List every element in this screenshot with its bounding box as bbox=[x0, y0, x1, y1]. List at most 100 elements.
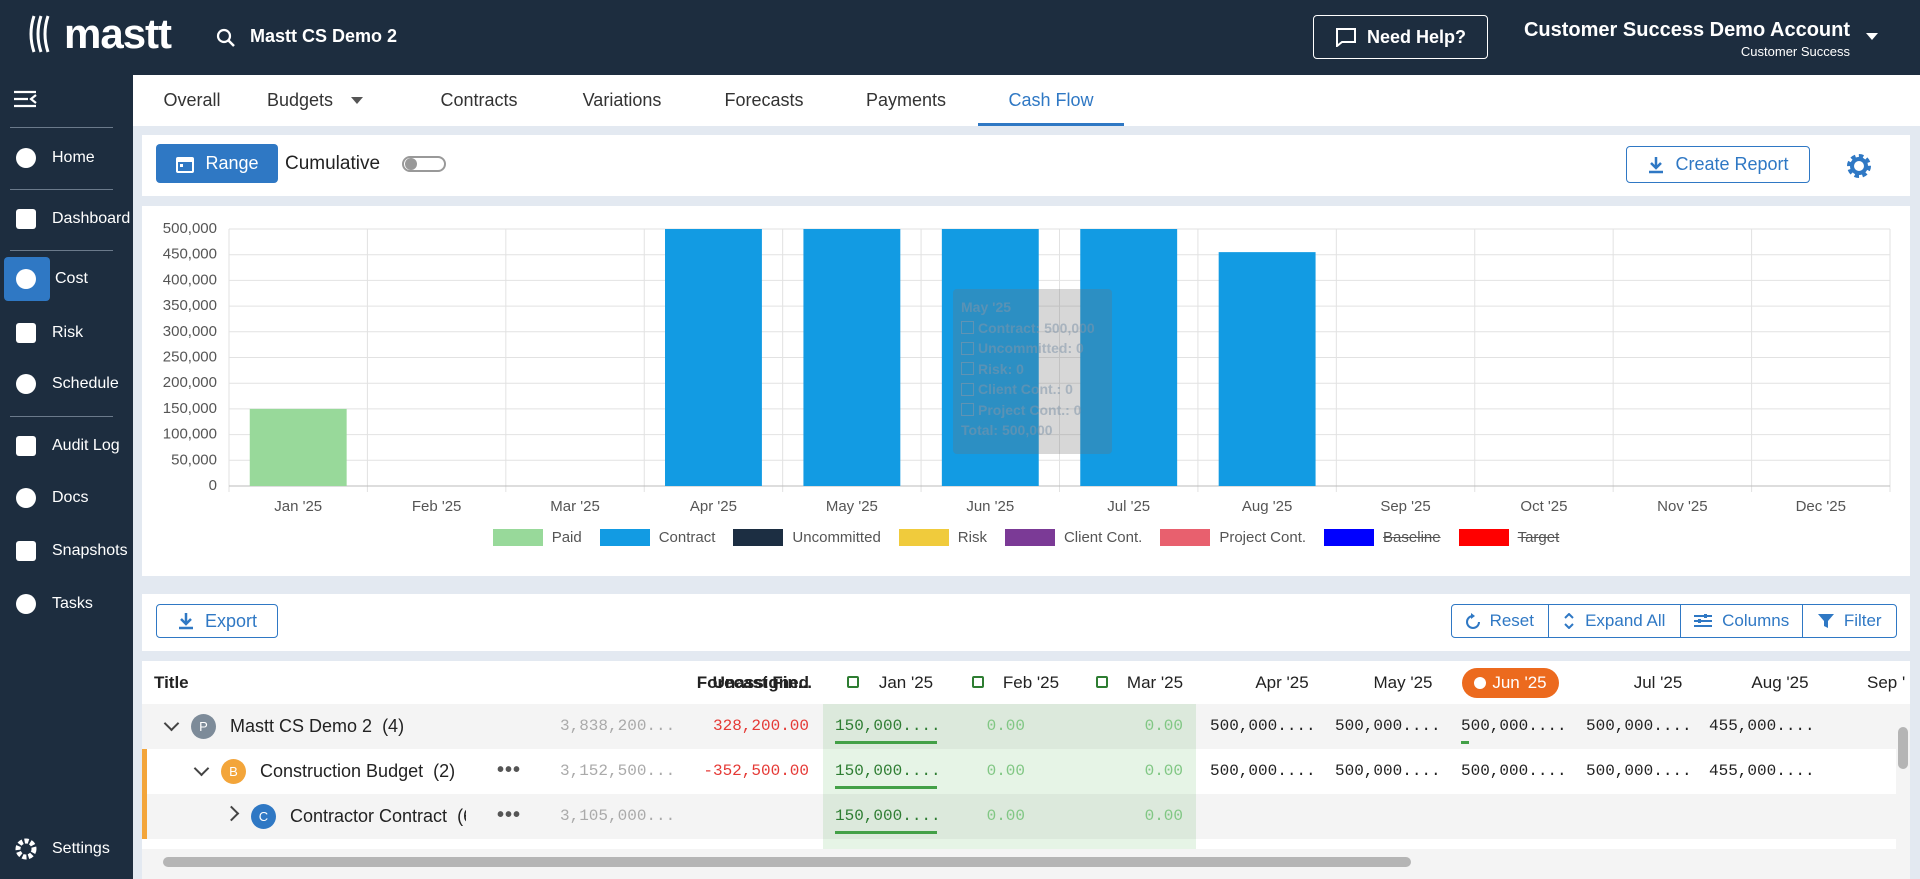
tab-underline bbox=[978, 123, 1124, 126]
column-header: Jan '25 bbox=[878, 673, 934, 692]
legend-swatch bbox=[733, 529, 784, 546]
x-tick-label: Sep '25 bbox=[1380, 498, 1430, 515]
tab[interactable]: Cash Flow bbox=[971, 75, 1131, 126]
tab[interactable]: Payments bbox=[826, 75, 986, 126]
nav-item[interactable]: Home bbox=[0, 136, 133, 180]
icon-shape bbox=[16, 148, 36, 168]
tooltip-line: Risk: 0 bbox=[961, 359, 1104, 380]
create-report-button[interactable]: Create Report bbox=[1626, 146, 1810, 183]
icon-shape bbox=[16, 436, 36, 456]
cumulative-toggle[interactable] bbox=[402, 155, 446, 173]
legend-item[interactable]: Contract bbox=[599, 529, 715, 546]
x-tick-label: Mar '25 bbox=[550, 498, 600, 515]
legend-item[interactable]: Uncommitted bbox=[733, 529, 881, 546]
chart-tooltip: May '25 Contract: 500,000 Uncommitted: 0 Ri… bbox=[953, 289, 1112, 454]
column-header: Unassigned bbox=[712, 673, 809, 692]
row-title-text: Mastt CS Demo 2 bbox=[230, 716, 373, 736]
vertical-scrollbar-thumb[interactable] bbox=[1898, 727, 1908, 769]
table-row[interactable] bbox=[142, 794, 1896, 839]
column-header: Forecast Fin... bbox=[696, 673, 812, 692]
y-tick-label: 200,000 bbox=[163, 374, 217, 391]
x-tick-label: Jul '25 bbox=[1107, 498, 1150, 515]
cumulative-label: Cumulative bbox=[285, 153, 381, 174]
lock-icon bbox=[972, 676, 984, 688]
vertical-scrollbar[interactable] bbox=[1896, 704, 1910, 849]
account-caret[interactable] bbox=[1866, 33, 1878, 41]
filter-icon bbox=[1817, 614, 1834, 628]
table-row[interactable] bbox=[142, 749, 1896, 794]
nav-item[interactable]: Snapshots bbox=[0, 529, 133, 573]
tab[interactable]: Forecasts bbox=[684, 75, 844, 126]
tab[interactable]: Budgets bbox=[235, 75, 395, 126]
row-title: Construction Budget (2) bbox=[260, 761, 455, 782]
search-project[interactable]: Mastt CS Demo 2 bbox=[250, 26, 398, 46]
columns-button[interactable]: Columns bbox=[1681, 605, 1804, 637]
legend: Paid Contract Uncommitted Risk Client Cont. P… bbox=[142, 529, 1910, 546]
legend-label: Client Cont. bbox=[1063, 529, 1143, 546]
legend-item[interactable]: Project Cont. bbox=[1160, 529, 1306, 546]
download-icon bbox=[178, 613, 193, 630]
legend-item[interactable]: Baseline bbox=[1324, 529, 1441, 546]
table-row[interactable] bbox=[142, 704, 1896, 749]
table-cell: 3,152,500... bbox=[560, 762, 676, 780]
tab[interactable]: Contracts bbox=[399, 75, 559, 126]
tab[interactable]: Variations bbox=[542, 75, 702, 126]
tab-caret bbox=[351, 97, 364, 110]
y-tick-label: 50,000 bbox=[171, 451, 217, 468]
table-cell: 150,000.... bbox=[835, 762, 941, 780]
tab[interactable]: Overall bbox=[112, 75, 272, 126]
icon-shape bbox=[16, 323, 36, 343]
legend-item[interactable]: Paid bbox=[492, 529, 582, 546]
y-tick-label: 300,000 bbox=[163, 323, 217, 340]
scrollbar-thumb[interactable] bbox=[163, 857, 1411, 867]
account-name[interactable]: Customer Success Demo Account bbox=[1523, 19, 1850, 41]
legend-item[interactable]: Client Cont. bbox=[1004, 529, 1143, 546]
column-header: Jun '25 bbox=[1492, 673, 1547, 692]
tooltip-line: Uncommitted: 0 bbox=[961, 338, 1104, 359]
export-button[interactable]: Export bbox=[156, 604, 278, 638]
nav-icon bbox=[16, 488, 36, 508]
table-cell: 328,200.00 bbox=[712, 717, 809, 735]
column-header: Feb '25 bbox=[1002, 673, 1060, 692]
collapse-menu[interactable] bbox=[14, 90, 38, 108]
nav-item[interactable]: Schedule bbox=[0, 362, 133, 406]
reset-button[interactable]: Reset bbox=[1452, 605, 1549, 637]
nav-item[interactable]: Audit Log bbox=[0, 424, 133, 468]
nav-item[interactable]: Docs bbox=[0, 476, 133, 520]
icon-shape bbox=[16, 209, 36, 229]
table-cell: 0.00 bbox=[986, 807, 1025, 825]
tooltip-swatch bbox=[961, 403, 974, 417]
need-help-button[interactable]: Need Help? bbox=[1313, 15, 1488, 59]
settings-item[interactable]: Settings bbox=[0, 827, 133, 871]
y-tick-label: 100,000 bbox=[163, 426, 217, 443]
nav-item[interactable]: Dashboard bbox=[0, 197, 133, 241]
logo[interactable]: mastt bbox=[64, 10, 172, 57]
horizontal-scrollbar[interactable] bbox=[142, 849, 1910, 879]
filter-button[interactable]: Filter bbox=[1803, 605, 1896, 637]
nav-item[interactable]: Risk bbox=[0, 311, 133, 355]
nav-item[interactable]: Tasks bbox=[0, 582, 133, 626]
range-button[interactable]: Range bbox=[156, 144, 278, 183]
table-actions: Reset Expand All Columns Filter bbox=[1451, 604, 1897, 638]
tab-label: Contracts bbox=[440, 90, 518, 110]
nav-label: Snapshots bbox=[52, 542, 128, 559]
columns-label: Columns bbox=[1722, 611, 1790, 630]
tooltip-text: Project Cont.: 0 bbox=[978, 401, 1082, 418]
legend-item[interactable]: Target bbox=[1458, 529, 1559, 546]
tooltip-line: Client Cont.: 0 bbox=[961, 379, 1104, 400]
x-tick-label: May '25 bbox=[826, 498, 878, 515]
table-cell: 500,000.... bbox=[1210, 717, 1316, 735]
tab-label: Payments bbox=[865, 90, 947, 110]
table-cell: -352,500.00 bbox=[703, 762, 809, 780]
table-cell: 500,000.... bbox=[1586, 762, 1692, 780]
progress-bar bbox=[835, 741, 937, 744]
column-header: Aug '25 bbox=[1751, 673, 1809, 692]
row-count: (4) bbox=[382, 716, 405, 736]
expand-all-button[interactable]: Expand All bbox=[1549, 605, 1681, 637]
settings-gear[interactable] bbox=[1845, 152, 1873, 180]
legend-item[interactable]: Risk bbox=[898, 529, 987, 546]
nav-item[interactable]: Cost bbox=[0, 257, 133, 301]
nav-label: Risk bbox=[52, 324, 84, 341]
expand-icon bbox=[1564, 613, 1574, 629]
progress-bar bbox=[835, 831, 937, 834]
